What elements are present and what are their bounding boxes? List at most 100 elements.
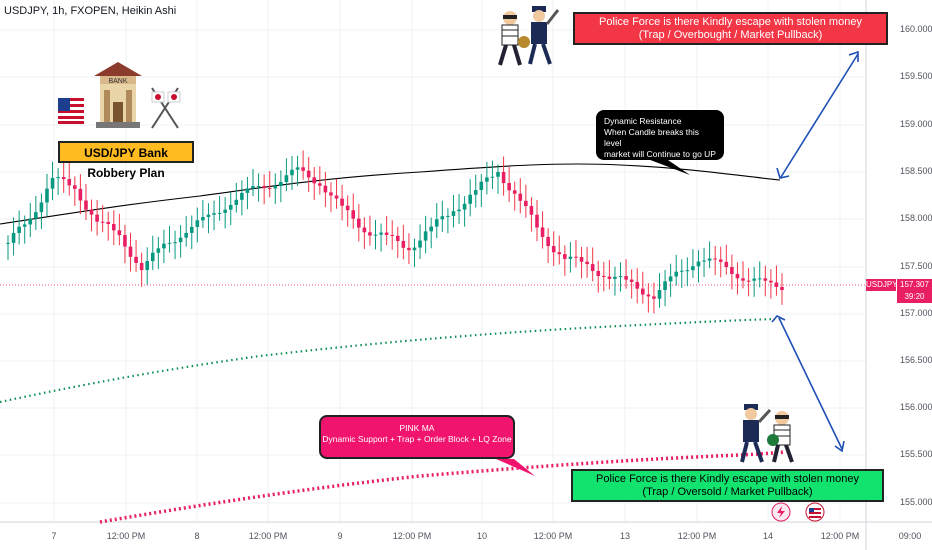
- candle-body: [613, 276, 617, 279]
- candle-body: [440, 216, 445, 220]
- candle-body: [468, 194, 472, 204]
- candle-body: [223, 209, 227, 213]
- price-tick-label: 156.500: [900, 355, 932, 365]
- candle-body: [652, 296, 656, 299]
- candle-body: [540, 227, 545, 237]
- candle-body: [691, 266, 695, 271]
- candle-body: [496, 172, 500, 177]
- usa-flag-icon: [58, 98, 84, 124]
- candle-body: [318, 183, 322, 186]
- candle-body: [713, 258, 717, 260]
- time-tick-label: 12:00 PM: [392, 531, 432, 541]
- candle-body: [685, 270, 690, 272]
- lightning-icon[interactable]: [771, 502, 791, 522]
- candle-body: [139, 262, 144, 271]
- candle-body: [657, 289, 662, 299]
- candle-body: [284, 175, 289, 183]
- candle-body: [602, 275, 606, 277]
- candle-body: [240, 192, 244, 200]
- candle-body: [585, 261, 589, 265]
- bank-sign: BANK: [108, 78, 127, 85]
- resistance-pointer: [645, 158, 690, 175]
- japan-flag-icon: [151, 87, 181, 129]
- candle-body: [412, 247, 417, 251]
- candle-body: [345, 205, 350, 211]
- candle-body: [557, 252, 562, 255]
- candle-body: [479, 181, 484, 191]
- candle-body: [757, 278, 762, 280]
- candle-body: [189, 226, 194, 233]
- candle-body: [357, 218, 361, 228]
- price-tick-label: 159.000: [900, 119, 932, 129]
- candle-body: [212, 213, 216, 215]
- candle-body: [6, 242, 10, 244]
- candle-body: [607, 276, 612, 279]
- price-tick-label: 157.500: [900, 261, 932, 271]
- time-tick-label: 12:00 PM: [533, 531, 573, 541]
- candle-body: [117, 230, 122, 236]
- candle-body: [780, 286, 784, 291]
- candle-body: [134, 256, 138, 263]
- robber-icon: [498, 11, 530, 66]
- candle-body: [45, 188, 49, 203]
- candle-body: [512, 190, 517, 194]
- candle-body: [769, 280, 773, 283]
- candle-body: [334, 195, 339, 199]
- candle-body: [551, 246, 556, 253]
- candle-body: [267, 188, 272, 190]
- police-chasing-icon: [740, 404, 772, 463]
- candle-body: [262, 185, 266, 189]
- candle-body: [111, 223, 116, 231]
- candle-body: [741, 278, 745, 281]
- time-tick-label: 12:00 PM: [677, 531, 717, 541]
- candle-body: [22, 224, 27, 227]
- time-tick-label: 12:00 PM: [106, 531, 146, 541]
- candle-body: [418, 240, 422, 248]
- candle-body: [128, 246, 133, 257]
- candle-body: [434, 219, 439, 227]
- candle-body: [123, 235, 127, 247]
- candle-body: [323, 185, 328, 193]
- candle-body: [423, 231, 428, 241]
- candle-body: [89, 209, 94, 215]
- candle-body: [167, 242, 172, 244]
- candle-body: [17, 226, 21, 233]
- candle-body: [579, 257, 584, 262]
- candle-body: [178, 237, 183, 243]
- candle-body: [390, 234, 395, 236]
- candle-body: [646, 294, 651, 297]
- candle-body: [763, 278, 768, 281]
- pink-line1: PINK MA: [399, 423, 435, 433]
- top-callout-line1: Police Force is there Kindly escape with…: [599, 16, 862, 28]
- candle-body: [485, 177, 489, 182]
- candle-body: [206, 214, 211, 218]
- bank-icon: BANK: [94, 62, 142, 128]
- candle-body: [368, 232, 372, 236]
- us-flag-event-icon[interactable]: [805, 502, 825, 522]
- candle-body: [640, 288, 645, 295]
- candle-body: [28, 218, 33, 225]
- time-tick-label: 12:00 PM: [248, 531, 288, 541]
- candle-body: [774, 282, 779, 287]
- price-tick-label: 157.000: [900, 308, 932, 318]
- candle-body: [707, 258, 712, 261]
- top-callout-line2: (Trap / Overbought / Market Pullback): [638, 29, 823, 41]
- candle-body: [752, 278, 756, 281]
- candle-body: [373, 234, 378, 236]
- pink-ma-callout: PINK MA Dynamic Support + Trap + Order B…: [319, 415, 515, 459]
- candle-body: [668, 276, 673, 282]
- time-tick-label: 13: [619, 531, 631, 541]
- candle-body: [256, 185, 261, 187]
- chart-header: USDJPY, 1h, FXOPEN, Heikin Ashi: [4, 5, 177, 17]
- candle-body: [546, 236, 550, 247]
- last-price-symbol: USDJPY: [866, 279, 898, 291]
- price-tick-label: 159.500: [900, 71, 932, 81]
- candle-body: [490, 176, 495, 178]
- candle-body: [11, 232, 16, 243]
- candle-body: [39, 202, 44, 213]
- candle-body: [524, 200, 528, 207]
- candle-body: [702, 260, 706, 262]
- candle-body: [629, 279, 634, 282]
- candle-body: [568, 256, 573, 259]
